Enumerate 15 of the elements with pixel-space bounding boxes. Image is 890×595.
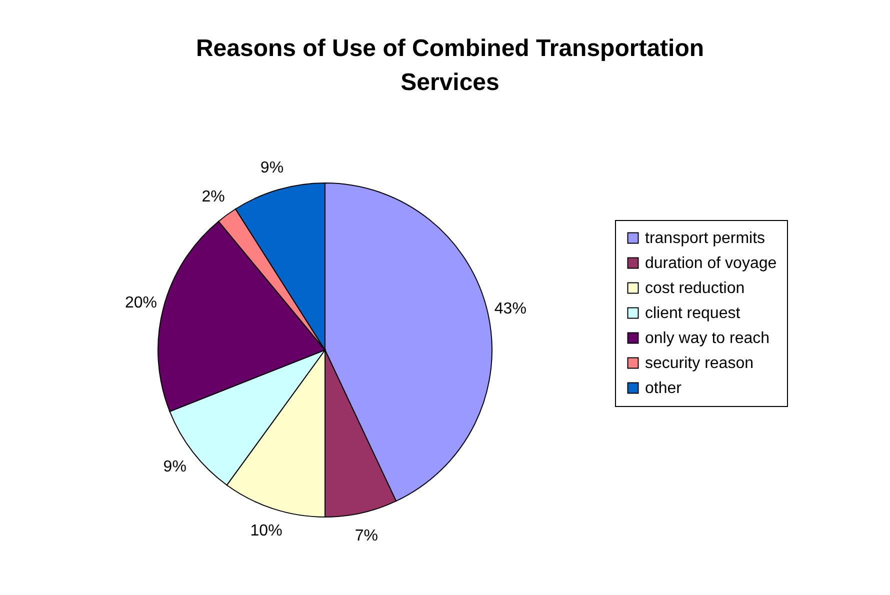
data-label: 9% bbox=[163, 458, 186, 476]
data-label: 43% bbox=[494, 300, 526, 318]
legend-label: security reason bbox=[645, 355, 754, 372]
legend-label: duration of voyage bbox=[645, 255, 777, 272]
data-label: 10% bbox=[250, 522, 282, 540]
data-label: 9% bbox=[260, 160, 284, 177]
legend-label: cost reduction bbox=[645, 280, 745, 297]
data-label: 20% bbox=[124, 294, 157, 312]
legend-label: other bbox=[645, 380, 682, 397]
legend-label: transport permits bbox=[645, 230, 766, 247]
legend-label: client request bbox=[645, 305, 741, 322]
legend-label: only way to reach bbox=[645, 330, 770, 347]
chart-title: Reasons of Use of Combined Transportation Services bbox=[196, 35, 704, 96]
data-label: 7% bbox=[354, 527, 378, 544]
data-label: 2% bbox=[202, 188, 225, 206]
